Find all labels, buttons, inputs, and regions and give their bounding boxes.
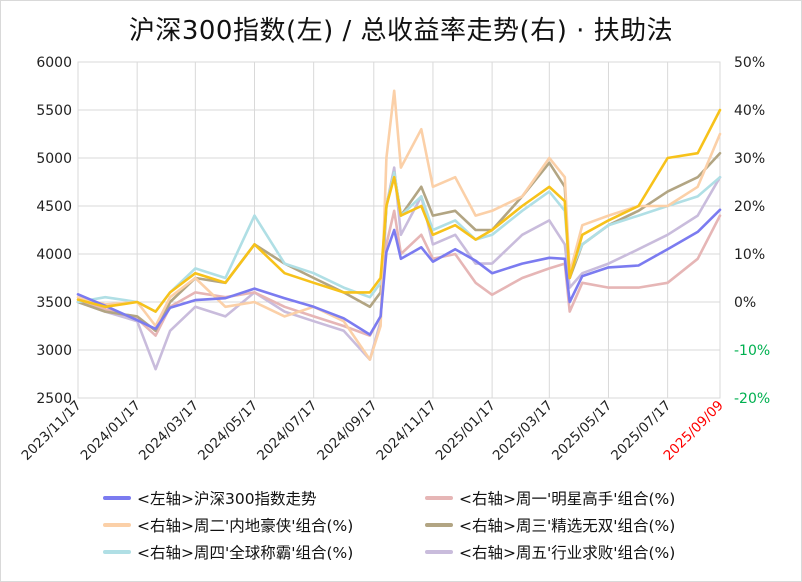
legend-label: <右轴>周二'内地豪侠'组合(%)	[137, 517, 354, 535]
legend-label: <右轴>周一'明星高手'组合(%)	[459, 490, 676, 508]
legend-label: <右轴>周五'行业求败'组合(%)	[459, 544, 676, 562]
y-right-tick-label: 40%	[734, 103, 765, 119]
x-tick-label: 2024/05/17	[195, 398, 261, 464]
x-tick-label: 2025/03/17	[490, 398, 556, 464]
legend-swatch	[425, 496, 453, 500]
x-tick-label: 2025/01/17	[433, 398, 499, 464]
legend-label: <左轴>沪深300指数走势	[137, 490, 317, 508]
legend-item: <左轴>沪深300指数走势	[103, 487, 317, 509]
y-right-tick-label: 50%	[734, 55, 765, 71]
legend-swatch	[425, 550, 453, 554]
y-right-tick-label: -10%	[734, 343, 770, 359]
legend-item: <右轴>周四'全球称霸'组合(%)	[103, 541, 353, 563]
legend-item: <右轴>周三'精选无双'组合(%)	[425, 514, 675, 536]
y-left-tick-label: 5000	[36, 151, 72, 167]
legend-label: <右轴>周四'全球称霸'组合(%)	[137, 544, 354, 562]
y-left-tick-label: 3000	[36, 343, 72, 359]
y-left-tick-label: 6000	[36, 55, 72, 71]
series-line-6	[76, 108, 722, 313]
plot-area-border	[77, 61, 721, 399]
series-line-1	[76, 209, 722, 337]
x-tick-label: 2024/07/17	[254, 398, 320, 464]
y-right-tick-label: 10%	[734, 247, 765, 263]
legend-swatch	[103, 496, 131, 500]
x-tick-label: 2024/11/17	[373, 398, 439, 464]
x-tick-label: 2025/05/17	[549, 398, 615, 464]
y-left-tick-label: 5500	[36, 103, 72, 119]
legend-swatch	[103, 550, 131, 554]
x-tick-label: 2024/03/17	[136, 398, 202, 464]
legend-label: <右轴>周三'精选无双'组合(%)	[459, 517, 676, 535]
legend-item: <右轴>周一'明星高手'组合(%)	[425, 487, 675, 509]
y-right-tick-label: 20%	[734, 199, 765, 215]
y-right-tick-label: -20%	[734, 391, 770, 407]
x-tick-label: 2023/11/17	[18, 398, 84, 464]
y-right-tick-label: 0%	[734, 295, 756, 311]
legend-item: <右轴>周五'行业求败'组合(%)	[425, 541, 675, 563]
series-line-2	[76, 89, 722, 361]
legend-swatch	[103, 523, 131, 527]
y-left-tick-label: 4000	[36, 247, 72, 263]
y-right-tick-label: 30%	[734, 151, 765, 167]
series-line-0	[76, 208, 722, 336]
y-left-tick-label: 4500	[36, 199, 72, 215]
y-left-tick-label: 2500	[36, 391, 72, 407]
chart-title: 沪深300指数(左) / 总收益率走势(右) · 扶助法	[128, 16, 674, 46]
x-tick-label: 2024/01/17	[78, 398, 144, 464]
series-line-5	[76, 166, 722, 371]
legend-item: <右轴>周二'内地豪侠'组合(%)	[103, 514, 353, 536]
legend-swatch	[425, 523, 453, 527]
y-left-tick-label: 3500	[36, 295, 72, 311]
x-tick-label: 2024/09/17	[314, 398, 380, 464]
